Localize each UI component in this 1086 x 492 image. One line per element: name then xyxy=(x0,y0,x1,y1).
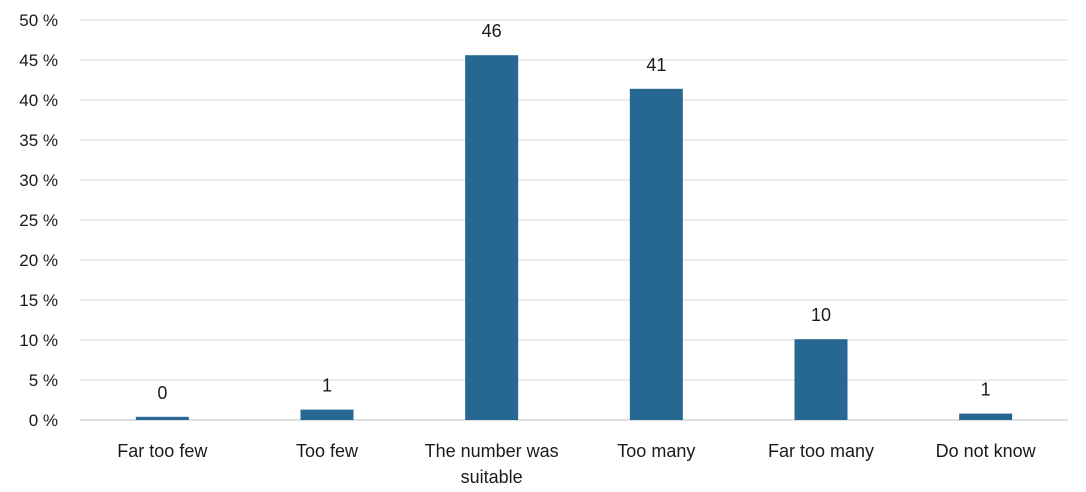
gridlines xyxy=(80,19,1068,421)
bar xyxy=(629,88,683,421)
y-tick-label: 45 % xyxy=(19,51,58,70)
x-category-label: Too many xyxy=(617,441,695,461)
bar xyxy=(959,413,1013,420)
y-tick-label: 10 % xyxy=(19,331,58,350)
x-category-label: Too few xyxy=(296,441,359,461)
data-label: 1 xyxy=(322,376,332,396)
x-category-label: Far too few xyxy=(117,441,208,461)
x-category-label: Do not know xyxy=(936,441,1037,461)
y-axis-tick-labels: 0 % 5 % 10 % 15 % 20 % 25 % 30 % 35 % 40 % 45 % 50… xyxy=(19,11,58,430)
data-label: 0 xyxy=(157,383,167,403)
data-label: 41 xyxy=(646,55,666,75)
bars xyxy=(135,55,1013,421)
y-tick-label: 15 % xyxy=(19,291,58,310)
x-axis-category-labels: Far too few Too few The number was suitable… xyxy=(117,441,1036,487)
y-tick-label: 20 % xyxy=(19,251,58,270)
bar xyxy=(300,409,354,420)
y-tick-label: 5 % xyxy=(29,371,58,390)
bar xyxy=(465,55,519,420)
y-tick-label: 40 % xyxy=(19,91,58,110)
x-category-label: Far too many xyxy=(768,441,874,461)
y-tick-label: 35 % xyxy=(19,131,58,150)
data-label: 10 xyxy=(811,305,831,325)
y-tick-label: 50 % xyxy=(19,11,58,30)
data-labels: 0 1 46 41 10 1 xyxy=(157,21,990,403)
y-tick-label: 30 % xyxy=(19,171,58,190)
bar xyxy=(135,416,189,420)
data-label: 46 xyxy=(482,21,502,41)
bar xyxy=(794,339,848,420)
y-tick-label: 0 % xyxy=(29,411,58,430)
y-tick-label: 25 % xyxy=(19,211,58,230)
x-category-label: The number was suitable xyxy=(425,441,559,487)
data-label: 1 xyxy=(981,380,991,400)
